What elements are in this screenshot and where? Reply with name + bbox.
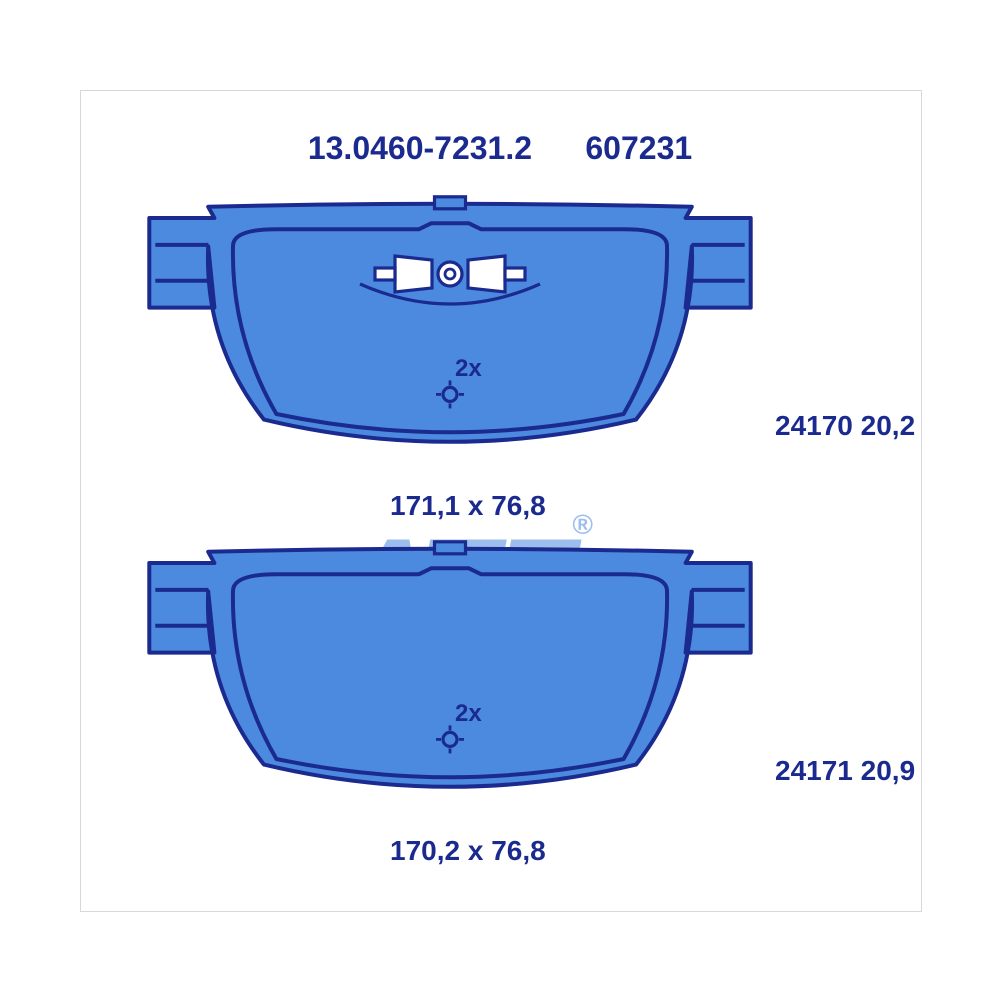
qty-label-top: 2x [455, 355, 482, 383]
header: 13.0460-7231.2 607231 [0, 130, 1000, 167]
qty-label-bottom: 2x [455, 700, 482, 728]
dimensions-label-top: 171,1 x 76,8 [390, 490, 546, 522]
dimensions-label-bottom: 170,2 x 76,8 [390, 835, 546, 867]
brake-pad-bottom [140, 535, 760, 815]
brake-pad-top [140, 190, 760, 470]
short-code: 607231 [585, 130, 692, 166]
part-number: 13.0460-7231.2 [308, 130, 532, 166]
side-label-bottom: 24171 20,9 [775, 755, 915, 787]
side-label-top: 24170 20,2 [775, 410, 915, 442]
